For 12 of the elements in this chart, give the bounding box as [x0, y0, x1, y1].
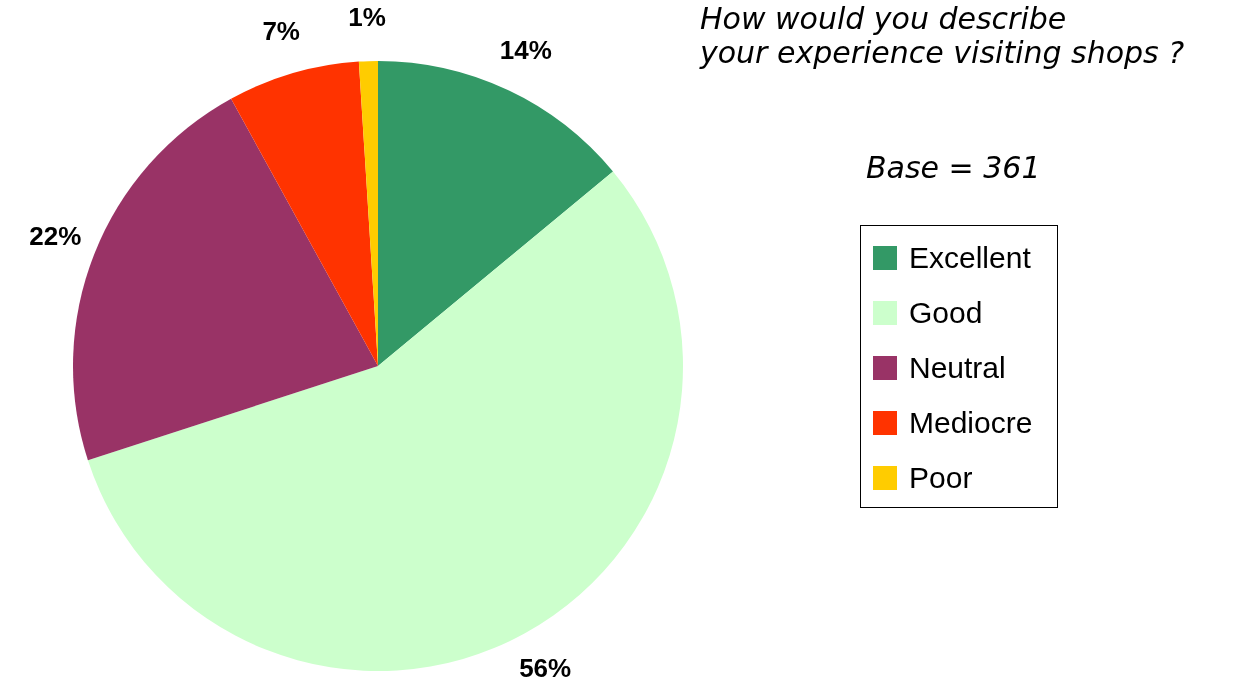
data-label: 1%: [348, 2, 386, 33]
legend-label: Excellent: [909, 240, 1031, 275]
legend-label: Poor: [909, 460, 973, 495]
data-label: 56%: [519, 653, 572, 679]
legend-label: Mediocre: [909, 405, 1033, 440]
data-label: 14%: [499, 35, 552, 66]
text: Base = 361: [866, 150, 1041, 185]
data-label: 22%: [29, 221, 82, 252]
legend-label: Neutral: [909, 350, 1006, 385]
chart-title: How would you describe your experience visiting shops ?: [700, 1, 1185, 70]
data-label: 7%: [262, 15, 300, 46]
legend-label: Good: [909, 295, 983, 330]
